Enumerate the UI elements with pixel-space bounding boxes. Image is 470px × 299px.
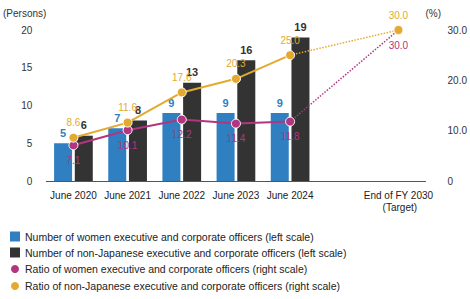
svg-text:5: 5 (27, 138, 33, 149)
svg-text:June 2024: June 2024 (267, 190, 314, 201)
svg-text:9: 9 (277, 97, 283, 109)
svg-text:0: 0 (27, 176, 33, 187)
svg-text:7.1: 7.1 (66, 155, 80, 166)
svg-text:9: 9 (168, 96, 175, 109)
svg-text:End of FY 2030: End of FY 2030 (364, 190, 434, 201)
svg-text:11.4: 11.4 (227, 133, 246, 144)
svg-text:Number of women executive and: Number of women executive and corporate … (25, 231, 314, 243)
svg-text:June 2020: June 2020 (50, 190, 97, 201)
svg-text:(Persons): (Persons) (3, 8, 46, 19)
svg-text:10: 10 (21, 100, 33, 111)
svg-text:25.0: 25.0 (280, 35, 300, 46)
svg-text:(%): (%) (426, 8, 442, 19)
svg-text:June 2022: June 2022 (158, 190, 205, 201)
svg-text:12.2: 12.2 (172, 129, 192, 140)
svg-text:19: 19 (294, 21, 306, 33)
svg-text:9: 9 (223, 97, 229, 109)
svg-text:30.0: 30.0 (389, 40, 409, 51)
svg-text:June 2021: June 2021 (104, 190, 151, 201)
svg-text:13: 13 (186, 66, 199, 79)
svg-text:(Target): (Target) (380, 202, 417, 213)
svg-text:20.0: 20.0 (448, 75, 468, 86)
svg-text:5: 5 (60, 127, 66, 139)
svg-text:11.6: 11.6 (118, 102, 137, 113)
svg-text:11.8: 11.8 (281, 131, 300, 142)
svg-text:8.6: 8.6 (66, 117, 80, 128)
svg-text:Ratio of women executive and c: Ratio of women executive and corporate o… (25, 263, 307, 275)
svg-text:Ratio of non-Japanese executiv: Ratio of non-Japanese executive and corp… (25, 280, 340, 292)
svg-text:June 2023: June 2023 (213, 190, 260, 201)
svg-text:10.1: 10.1 (118, 140, 138, 151)
svg-text:30.0: 30.0 (448, 25, 468, 36)
svg-text:0: 0 (448, 176, 454, 187)
svg-text:16: 16 (240, 44, 252, 56)
svg-text:20.3: 20.3 (226, 58, 246, 69)
svg-text:30.0: 30.0 (389, 10, 409, 21)
svg-text:6: 6 (81, 119, 87, 131)
svg-text:Number of non-Japanese executi: Number of non-Japanese executive and cor… (25, 247, 346, 259)
svg-text:17.6: 17.6 (172, 72, 192, 83)
svg-text:20: 20 (21, 25, 33, 36)
svg-text:7: 7 (114, 112, 120, 124)
svg-text:15: 15 (21, 62, 33, 73)
svg-text:10.0: 10.0 (448, 125, 468, 136)
svg-text:8: 8 (134, 104, 141, 117)
